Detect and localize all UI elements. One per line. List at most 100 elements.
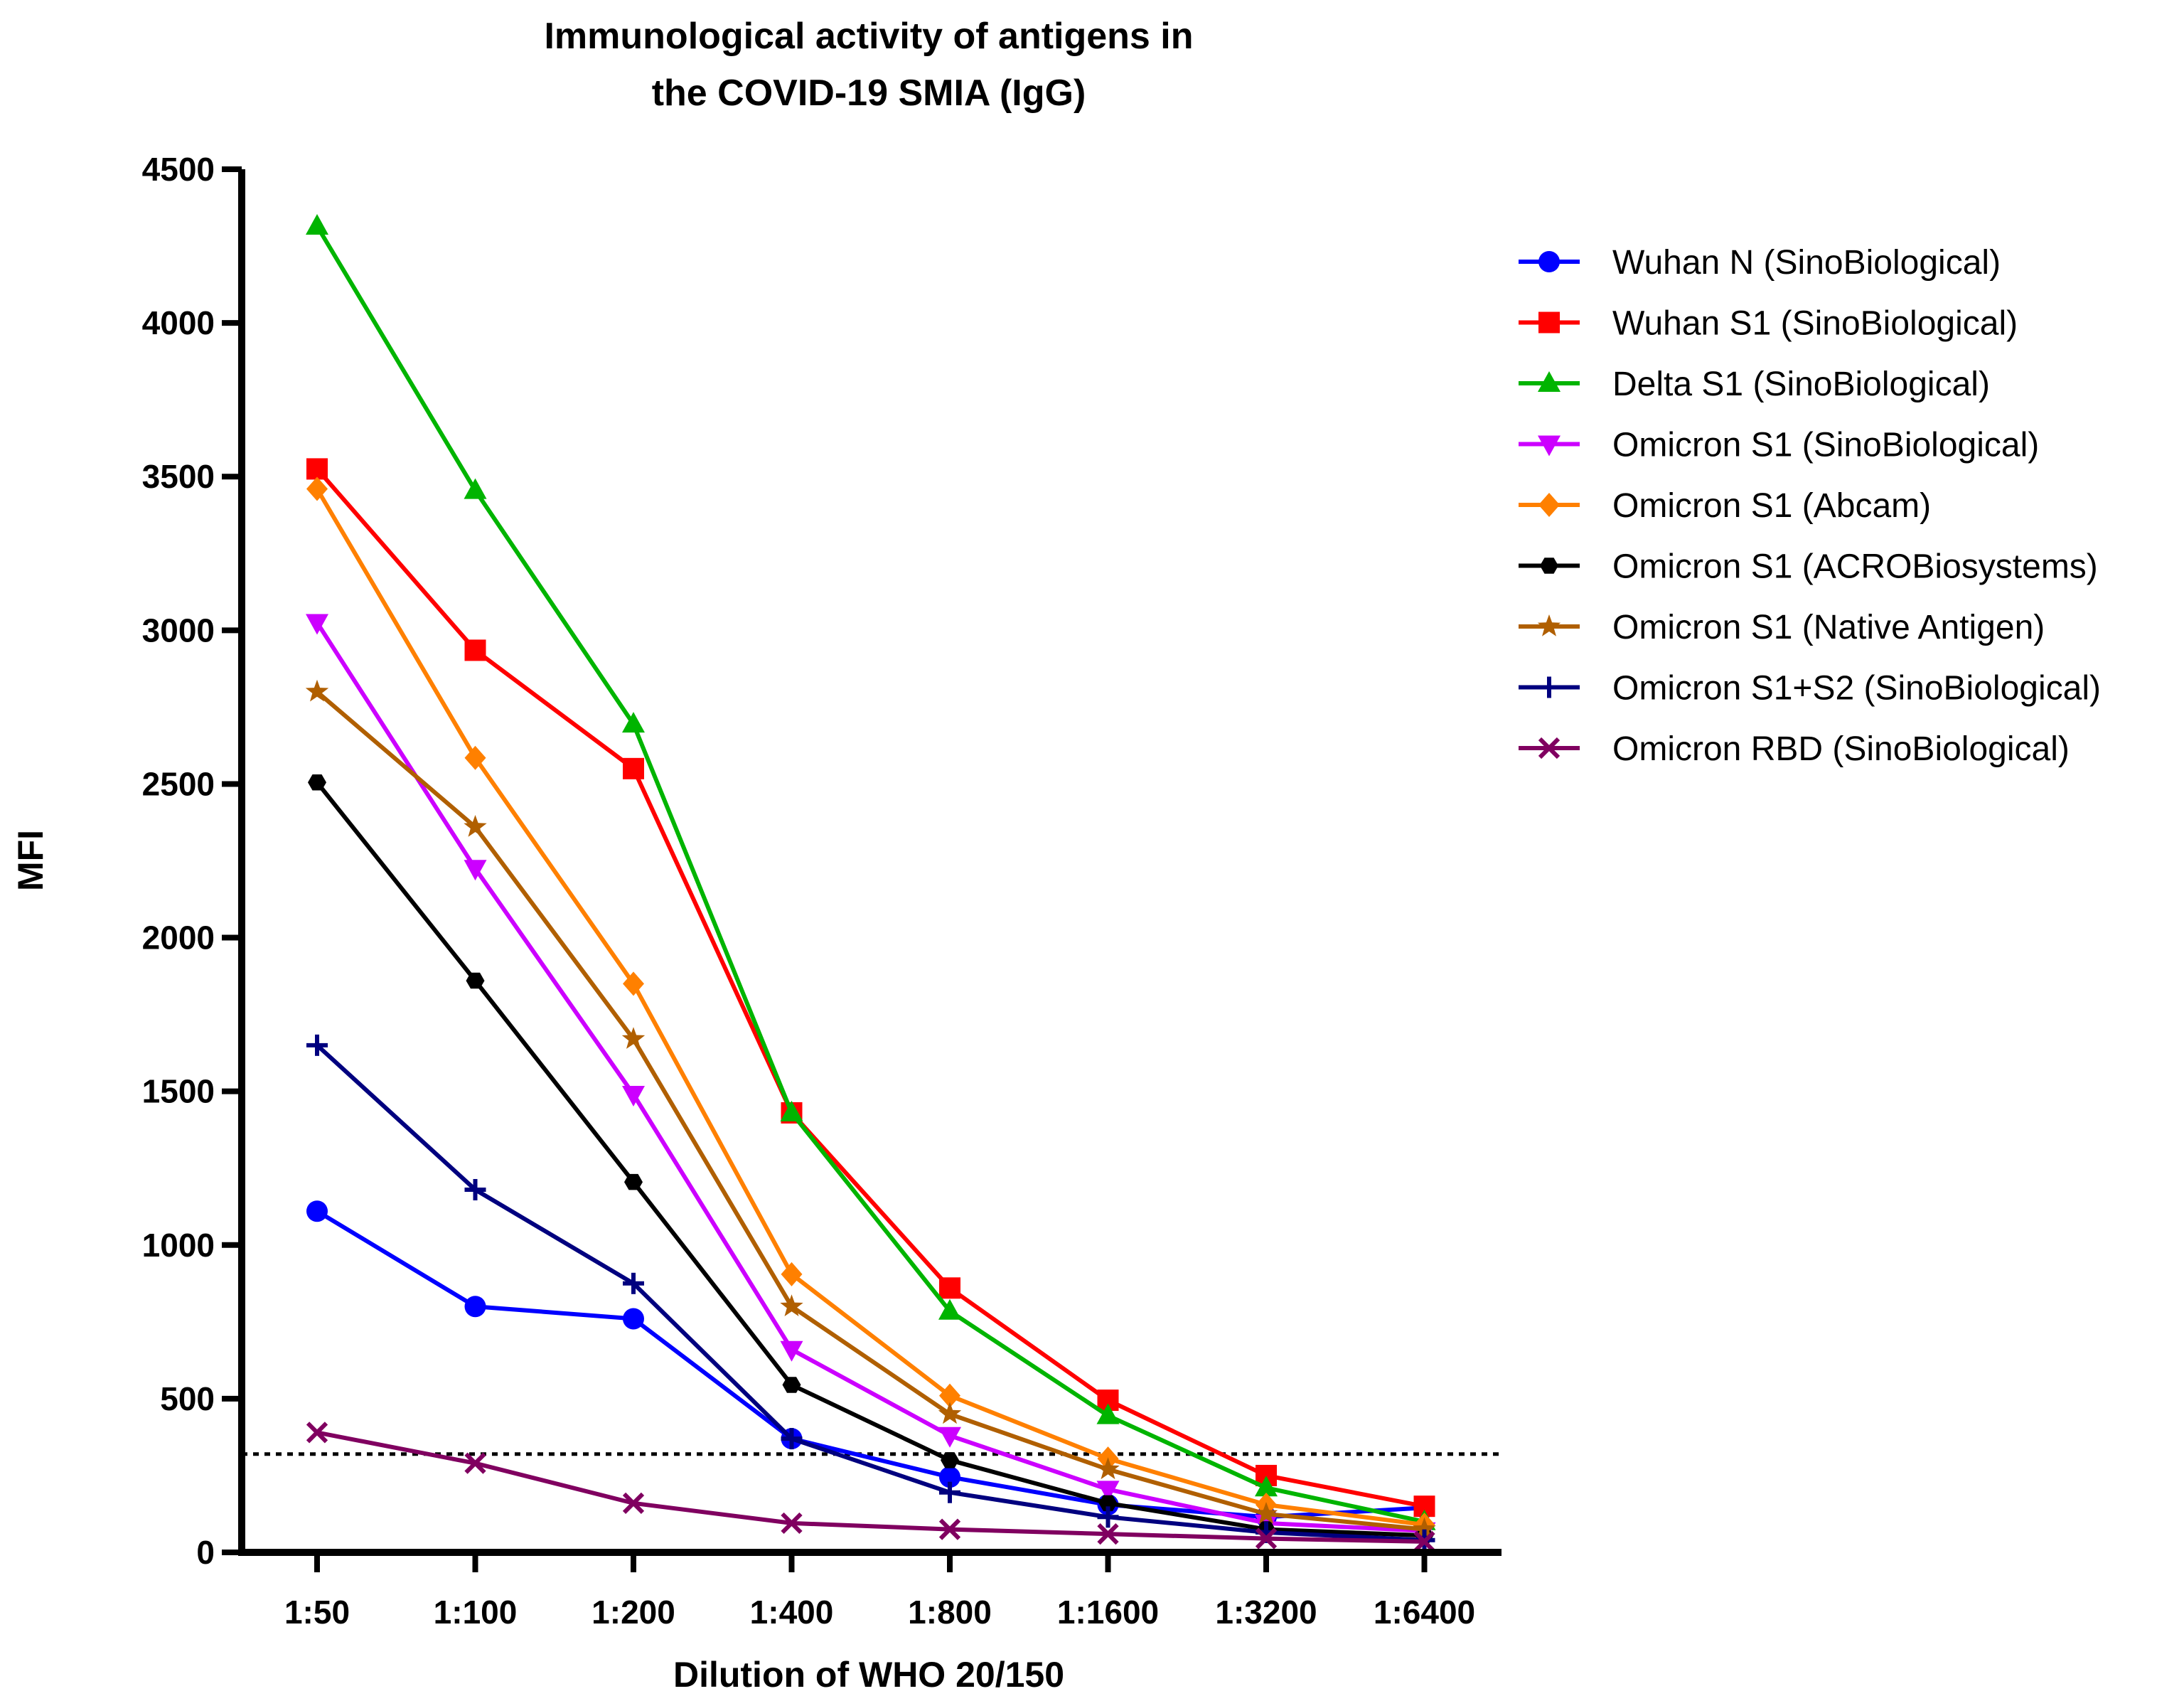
data-point	[624, 1173, 643, 1190]
data-point	[466, 972, 485, 989]
data-point	[464, 745, 486, 770]
data-point	[1098, 1495, 1118, 1512]
series-line	[315, 467, 1425, 1509]
y-tick-label: 3000	[142, 612, 215, 649]
data-point	[1254, 1502, 1278, 1524]
data-point	[939, 1277, 960, 1299]
x-tick-label: 1:3200	[1215, 1594, 1317, 1631]
data-point	[306, 614, 328, 635]
data-point	[623, 971, 644, 996]
series-line	[315, 487, 1425, 1527]
legend-label: Wuhan S1 (SinoBiological)	[1612, 305, 2018, 343]
data-point	[623, 757, 644, 779]
chart-title-line-2: the COVID-19 SMIA (IgG)	[652, 73, 1086, 114]
series-5	[306, 476, 1435, 1537]
legend-label: Omicron S1+S2 (SinoBiological)	[1612, 670, 2101, 708]
legend-item: Omicron S1 (Abcam)	[1519, 487, 1931, 525]
data-point	[464, 1452, 486, 1474]
data-point	[306, 1034, 328, 1056]
legend-marker	[1538, 311, 1560, 334]
axes	[238, 169, 1502, 1556]
x-axis-ticks: 1:50 1:100 1:200 1:400 1:800 1:1600 1:3200 1:64…	[284, 1552, 1475, 1631]
x-tick-label: 1:100	[434, 1594, 518, 1631]
y-tick-label: 4500	[142, 151, 215, 188]
data-point	[1096, 1481, 1120, 1502]
data-point	[1413, 1530, 1435, 1552]
legend-label: Delta S1 (SinoBiological)	[1612, 366, 1990, 403]
data-point	[939, 1481, 960, 1503]
data-point	[780, 1340, 803, 1362]
y-tick-label: 1000	[142, 1227, 215, 1264]
legend-label: Wuhan N (SinoBiological)	[1612, 244, 2001, 282]
data-point	[623, 1308, 644, 1330]
data-point	[464, 1296, 486, 1318]
data-point	[938, 1299, 961, 1320]
x-tick-label: 1:6400	[1374, 1594, 1475, 1631]
legend-item: Omicron S1 (SinoBiological)	[1519, 427, 2039, 464]
series-line	[315, 1043, 1425, 1542]
data-point	[1413, 1517, 1436, 1540]
legend-marker	[1538, 676, 1560, 698]
series-2	[306, 458, 1435, 1518]
legend-marker	[1538, 737, 1561, 759]
series-line	[316, 1430, 1425, 1544]
data-point	[1096, 1457, 1120, 1480]
chart-title-line-1: Immunological activity of antigens in	[544, 16, 1193, 57]
data-point	[622, 712, 645, 733]
series-line	[315, 781, 1425, 1538]
legend-marker	[1538, 371, 1561, 392]
plot-area	[242, 213, 1502, 1552]
data-point	[464, 860, 487, 881]
legend-marker	[1537, 614, 1561, 636]
data-point	[780, 1100, 803, 1121]
data-point	[306, 458, 328, 480]
data-point	[464, 639, 486, 661]
legend-label: Omicron RBD (SinoBiological)	[1612, 730, 2070, 768]
data-point	[782, 1377, 801, 1393]
x-tick-label: 1:200	[592, 1594, 675, 1631]
data-point	[306, 476, 328, 501]
series-line	[315, 621, 1425, 1533]
legend-marker	[1538, 251, 1560, 272]
data-point	[464, 478, 487, 499]
series-7	[305, 679, 1436, 1540]
data-point	[305, 679, 329, 702]
data-point	[781, 1428, 803, 1450]
data-point	[781, 1262, 803, 1286]
legend-label: Omicron S1 (ACROBiosystems)	[1612, 548, 2098, 586]
y-tick-label: 2500	[142, 765, 215, 802]
series-3	[306, 213, 1436, 1530]
legend-marker	[1540, 558, 1558, 574]
data-point	[1096, 1403, 1120, 1424]
series-line	[316, 690, 1425, 1532]
data-point	[941, 1452, 959, 1468]
data-point	[464, 815, 487, 837]
y-tick-label: 3500	[142, 458, 215, 495]
data-point	[306, 1200, 328, 1222]
legend-label: Omicron S1 (Abcam)	[1612, 487, 1931, 525]
x-tick-label: 1:400	[750, 1594, 834, 1631]
legend: Wuhan N (SinoBiological) Wuhan S1 (SinoBi…	[1519, 244, 2101, 768]
data-point	[1097, 1506, 1119, 1528]
data-point	[780, 1294, 803, 1316]
series-6	[308, 774, 1434, 1544]
y-axis-label: MFI	[11, 830, 50, 891]
y-tick-label: 2000	[142, 919, 215, 956]
data-point	[621, 1027, 646, 1049]
y-tick-label: 4000	[142, 304, 215, 341]
data-point	[938, 1402, 962, 1424]
data-point	[938, 1427, 961, 1448]
legend-item: Wuhan S1 (SinoBiological)	[1519, 305, 2018, 343]
data-point	[622, 1085, 645, 1107]
data-point	[464, 1178, 486, 1200]
legend-label: Omicron S1 (Native Antigen)	[1612, 609, 2045, 646]
data-point	[308, 774, 326, 791]
legend-label: Omicron S1 (SinoBiological)	[1612, 427, 2039, 464]
data-point	[1097, 1523, 1119, 1545]
x-tick-label: 1:1600	[1057, 1594, 1159, 1631]
legend-item: Delta S1 (SinoBiological)	[1519, 366, 1990, 403]
legend-marker	[1538, 493, 1560, 517]
data-point	[306, 1422, 328, 1444]
chart-title: Immunological activity of antigens in th…	[544, 16, 1193, 114]
